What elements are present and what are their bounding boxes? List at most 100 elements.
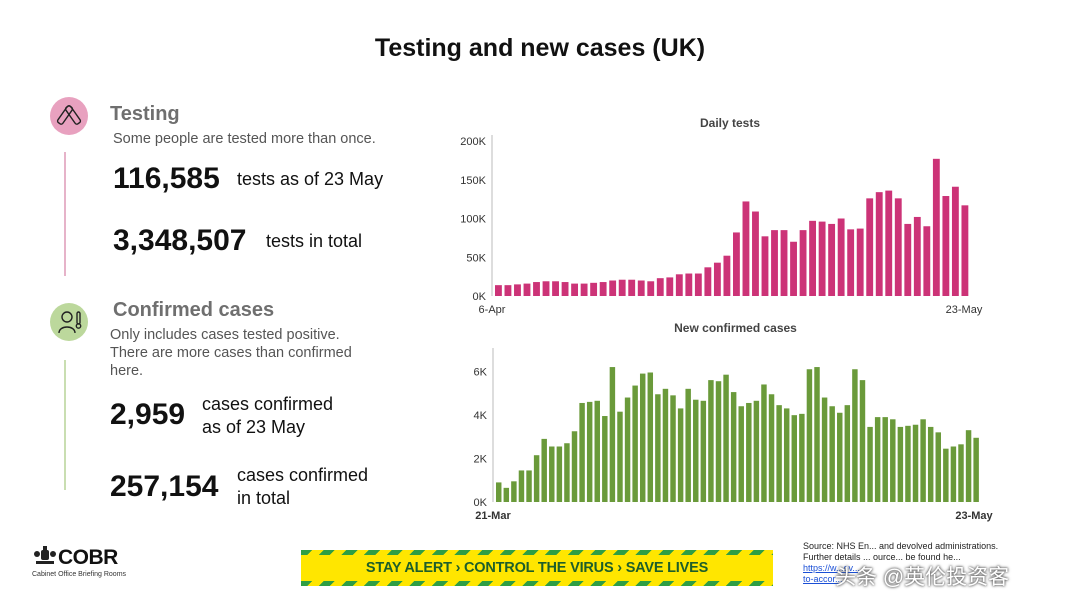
y-tick-label: 150K bbox=[460, 175, 486, 187]
chart-title: New confirmed cases bbox=[674, 321, 797, 335]
x-end-label: 23-May bbox=[955, 510, 993, 522]
bar bbox=[617, 411, 623, 502]
bar bbox=[693, 399, 699, 502]
bar bbox=[618, 279, 626, 296]
bar bbox=[628, 279, 636, 296]
bar bbox=[752, 211, 759, 296]
bar bbox=[882, 417, 888, 502]
bar bbox=[599, 282, 607, 296]
bar bbox=[791, 415, 798, 502]
source-line: Source: NHS En... and devolved administr… bbox=[803, 541, 999, 551]
bar bbox=[920, 419, 926, 502]
bar bbox=[715, 381, 722, 502]
logo-text: COBR bbox=[58, 546, 118, 569]
bar bbox=[828, 223, 836, 296]
bar bbox=[514, 284, 521, 297]
cases-subtitle-line: here. bbox=[110, 363, 144, 379]
cases-total-label: cases confirmed in total bbox=[237, 464, 368, 510]
bar bbox=[723, 255, 731, 296]
cases-subtitle-line: There are more cases than confirmed bbox=[110, 345, 352, 361]
bar bbox=[504, 285, 512, 296]
testing-divider bbox=[64, 152, 66, 276]
cases-total-label-line: cases confirmed bbox=[237, 465, 369, 485]
bar bbox=[859, 380, 866, 502]
bar bbox=[561, 282, 569, 296]
y-tick-label: 200K bbox=[460, 136, 486, 148]
bar bbox=[594, 400, 600, 502]
bar bbox=[806, 369, 813, 502]
bar bbox=[935, 432, 941, 502]
testing-heading: Testing bbox=[110, 103, 180, 125]
bar bbox=[814, 367, 820, 502]
bar bbox=[713, 262, 721, 297]
bar bbox=[733, 232, 740, 296]
cases-total-value: 257,154 bbox=[110, 470, 219, 503]
y-tick-label: 2K bbox=[474, 453, 488, 465]
bar bbox=[549, 446, 555, 502]
bar bbox=[790, 241, 797, 296]
cases-daily-label-line: as of 23 May bbox=[202, 417, 306, 437]
bar bbox=[639, 373, 646, 502]
bar bbox=[890, 419, 896, 502]
bar bbox=[837, 412, 843, 502]
new-cases-chart: New confirmed cases 0K 2K 4K 6K 21-Mar 23-May bbox=[474, 321, 994, 522]
y-tick-label: 0K bbox=[474, 497, 488, 509]
bar bbox=[518, 470, 525, 502]
bar bbox=[708, 380, 714, 502]
bar bbox=[542, 281, 550, 296]
bar bbox=[761, 384, 767, 502]
bar bbox=[927, 426, 934, 502]
bar bbox=[533, 282, 540, 296]
bar bbox=[958, 444, 964, 502]
bar bbox=[943, 448, 949, 502]
bar bbox=[647, 281, 655, 296]
source-link[interactable]: https://w...ov... bbox=[803, 563, 860, 573]
cases-subtitle: Only includes cases tested positive. The… bbox=[110, 326, 352, 380]
y-tick-label: 50K bbox=[466, 252, 486, 264]
bar bbox=[894, 198, 902, 296]
bar bbox=[496, 482, 502, 502]
bar bbox=[624, 397, 631, 502]
bar bbox=[533, 455, 540, 502]
bar bbox=[753, 400, 760, 502]
bar bbox=[746, 402, 752, 502]
bar bbox=[495, 285, 502, 296]
bar bbox=[905, 425, 911, 502]
banner-stripe-top bbox=[301, 550, 773, 555]
bar bbox=[951, 186, 959, 296]
test-tube-icon bbox=[50, 97, 88, 135]
bar bbox=[590, 282, 598, 296]
bar bbox=[675, 274, 683, 296]
bar bbox=[580, 283, 588, 296]
bar bbox=[780, 230, 788, 297]
bar bbox=[564, 443, 570, 502]
y-tick-label: 100K bbox=[460, 214, 486, 226]
testing-total-label: tests in total bbox=[266, 231, 363, 251]
bar bbox=[973, 437, 979, 502]
bar bbox=[837, 218, 845, 296]
page-title: Testing and new cases (UK) bbox=[374, 34, 706, 62]
cases-daily-value: 2,959 bbox=[110, 398, 186, 431]
bar bbox=[511, 481, 517, 502]
cases-total-label-line: in total bbox=[237, 488, 291, 508]
cases-daily-label: cases confirmed as of 23 May bbox=[202, 393, 333, 439]
bar bbox=[662, 388, 669, 502]
stay-alert-banner: STAY ALERT › CONTROL THE VIRUS › SAVE LI… bbox=[301, 550, 773, 586]
banner-text: STAY ALERT › CONTROL THE VIRUS › SAVE LI… bbox=[365, 560, 709, 576]
cases-subtitle-line: Only includes cases tested positive. bbox=[110, 327, 340, 343]
bar bbox=[885, 190, 893, 296]
crest-icon bbox=[34, 546, 56, 564]
bar bbox=[742, 201, 750, 296]
x-start-label: 6-Apr bbox=[479, 304, 506, 316]
logo-subtext: Cabinet Office Briefing Rooms bbox=[32, 571, 127, 578]
bar bbox=[965, 430, 972, 502]
bar bbox=[694, 273, 702, 296]
bar bbox=[586, 401, 593, 502]
cases-heading: Confirmed cases bbox=[113, 299, 275, 321]
x-end-label: 23-May bbox=[946, 304, 983, 316]
bar bbox=[932, 158, 940, 296]
source-link[interactable]: to-accor... bbox=[803, 574, 843, 584]
bar bbox=[771, 230, 778, 297]
person-thermometer-icon bbox=[50, 303, 88, 341]
bar bbox=[768, 394, 775, 502]
